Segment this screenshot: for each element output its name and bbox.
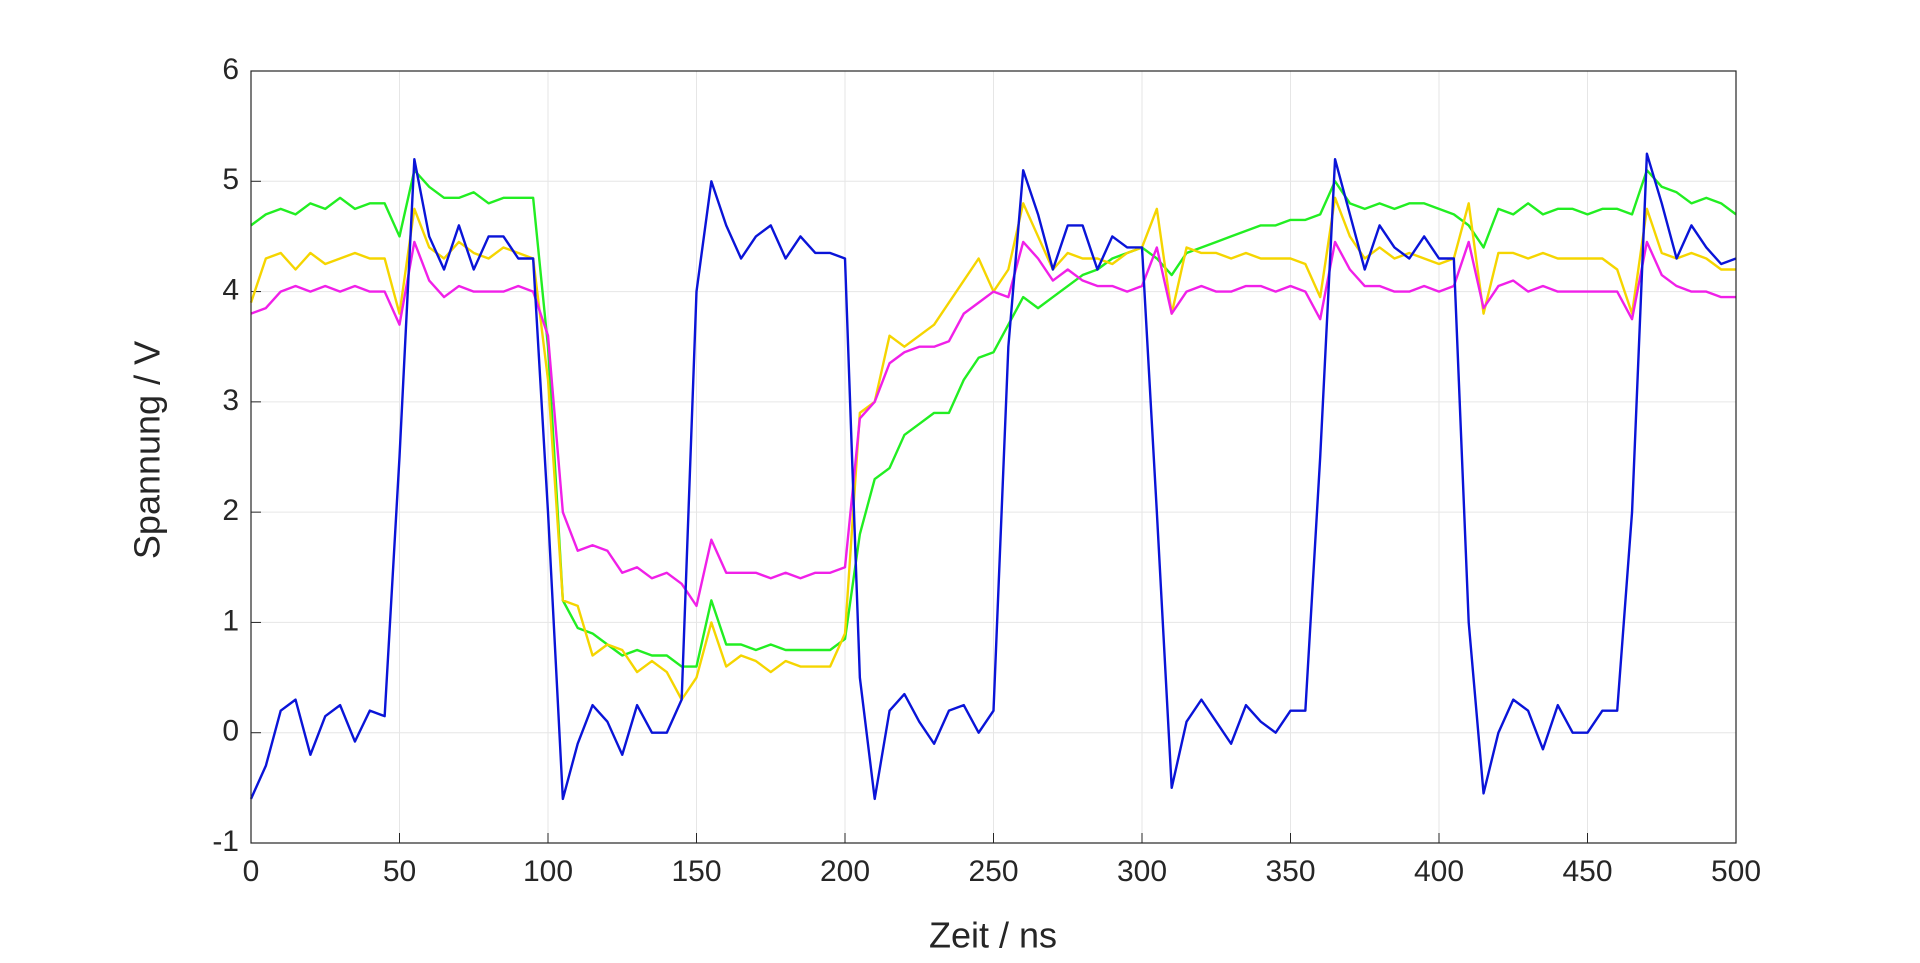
x-tick-label: 200 bbox=[820, 855, 870, 888]
axes-box bbox=[250, 70, 1737, 844]
x-tick-label: 500 bbox=[1711, 855, 1761, 888]
series-line bbox=[250, 240, 1736, 608]
y-tick-label: 0 bbox=[222, 715, 239, 748]
x-tick-label: 150 bbox=[671, 855, 721, 888]
y-tick-label: 6 bbox=[222, 53, 239, 86]
y-tick-label: 5 bbox=[222, 163, 239, 196]
x-tick-label: 50 bbox=[383, 855, 416, 888]
x-tick-label: 300 bbox=[1117, 855, 1167, 888]
x-tick-label: 250 bbox=[968, 855, 1018, 888]
series-line bbox=[249, 152, 1737, 801]
x-tick-label: 0 bbox=[243, 855, 260, 888]
series-line bbox=[250, 169, 1737, 668]
x-tick-label: 450 bbox=[1562, 855, 1612, 888]
x-axis-label: Zeit / ns bbox=[929, 915, 1057, 956]
y-tick-label: 4 bbox=[222, 273, 239, 306]
y-tick-label: 2 bbox=[222, 494, 239, 527]
x-tick-label: 350 bbox=[1265, 855, 1315, 888]
x-tick-label: 400 bbox=[1414, 855, 1464, 888]
y-tick-label: 3 bbox=[222, 384, 239, 417]
y-axis-label: Spannung / V bbox=[127, 341, 168, 559]
y-tick-label: 1 bbox=[222, 604, 239, 637]
x-tick-label: 100 bbox=[523, 855, 573, 888]
y-tick-label: -1 bbox=[212, 825, 239, 858]
